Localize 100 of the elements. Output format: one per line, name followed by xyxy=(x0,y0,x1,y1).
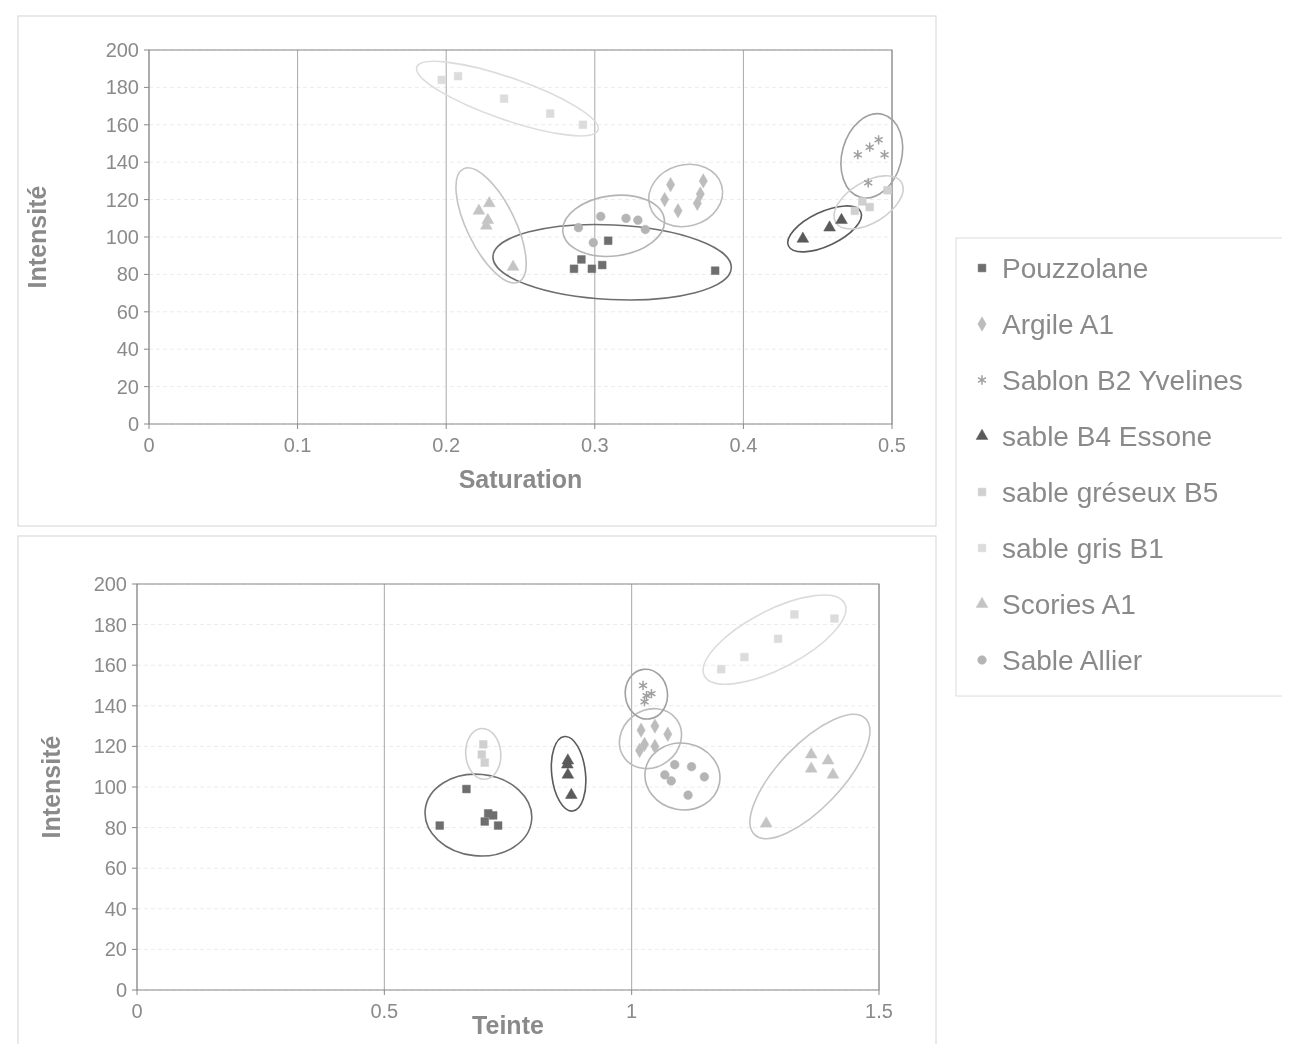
point xyxy=(873,134,884,146)
y-tick-label: 120 xyxy=(105,188,139,211)
y-tick-label: 40 xyxy=(104,897,127,920)
y-tick-label: 0 xyxy=(115,979,127,1001)
legend-label: Sable Allier xyxy=(1002,644,1143,676)
point xyxy=(500,94,509,103)
y-tick-label: 80 xyxy=(104,816,127,839)
legend-label: sable gréseux B5 xyxy=(1002,476,1219,508)
point xyxy=(760,816,773,828)
y-tick-label: 160 xyxy=(93,654,127,677)
legend-label: Sablon B2 Yvelines xyxy=(1002,364,1243,396)
point xyxy=(479,740,488,749)
y-tick-label: 100 xyxy=(93,776,127,798)
point xyxy=(493,821,503,830)
point xyxy=(480,758,489,767)
point xyxy=(858,197,867,206)
x-tick-label: 0 xyxy=(143,434,155,456)
point xyxy=(633,215,643,225)
legend-label: sable gris B1 xyxy=(1002,532,1164,564)
legend-label: sable B4 Essone xyxy=(1002,420,1213,452)
y-tick-label: 60 xyxy=(104,857,127,880)
point xyxy=(711,266,720,275)
x-tick-label: 1.5 xyxy=(865,1000,893,1022)
y-tick-label: 20 xyxy=(104,938,127,961)
x-tick-label: 0.5 xyxy=(370,1000,399,1022)
point xyxy=(805,761,818,773)
point xyxy=(699,772,709,782)
point xyxy=(604,236,613,245)
point xyxy=(621,213,631,223)
y-tick-label: 100 xyxy=(105,226,139,248)
y-tick-label: 20 xyxy=(116,375,139,398)
point xyxy=(569,264,579,273)
x-axis-title: Saturation xyxy=(458,465,583,493)
point xyxy=(879,149,890,161)
point xyxy=(823,220,836,232)
point xyxy=(666,776,676,786)
point xyxy=(587,264,596,273)
point xyxy=(826,767,840,779)
point xyxy=(546,109,555,118)
y-tick-label: 80 xyxy=(116,263,139,286)
y-tick-label: 140 xyxy=(93,694,127,717)
x-tick-label: 0.4 xyxy=(729,434,758,456)
point xyxy=(588,238,598,248)
point xyxy=(864,141,875,153)
point xyxy=(561,767,574,779)
point xyxy=(506,259,520,271)
point xyxy=(821,753,835,765)
point xyxy=(835,213,848,224)
point xyxy=(717,665,726,674)
y-tick-label: 180 xyxy=(105,76,139,99)
y-tick-label: 40 xyxy=(116,338,139,361)
y-tick-label: 160 xyxy=(105,113,139,136)
y-tick-label: 180 xyxy=(93,613,127,636)
point xyxy=(453,72,463,81)
legend-label: Argile A1 xyxy=(1002,308,1115,340)
y-tick-label: 0 xyxy=(127,413,139,435)
x-tick-label: 0.5 xyxy=(878,434,906,456)
point xyxy=(596,211,606,222)
y-tick-label: 60 xyxy=(116,300,139,323)
point xyxy=(477,750,486,759)
x-tick-label: 1 xyxy=(626,1000,638,1022)
y-axis-title: Intensité xyxy=(23,185,51,289)
point xyxy=(638,680,648,691)
y-tick-label: 140 xyxy=(105,151,139,174)
point xyxy=(883,186,892,195)
point xyxy=(573,223,584,233)
point xyxy=(660,770,670,780)
y-tick-label: 200 xyxy=(105,39,139,61)
point xyxy=(670,760,680,770)
y-axis-title: Intensité xyxy=(37,735,65,839)
point xyxy=(853,149,863,161)
point xyxy=(796,231,809,243)
point xyxy=(740,652,749,662)
point xyxy=(483,196,496,207)
point xyxy=(850,206,859,215)
point xyxy=(577,255,586,264)
point xyxy=(805,747,818,759)
x-tick-label: 0.2 xyxy=(432,434,461,456)
point xyxy=(462,784,471,794)
point xyxy=(830,614,839,623)
point xyxy=(489,811,498,820)
y-tick-label: 200 xyxy=(93,573,127,595)
point xyxy=(472,203,486,215)
point xyxy=(640,224,650,235)
point xyxy=(686,762,697,772)
point xyxy=(578,120,588,129)
point xyxy=(598,260,607,270)
x-tick-label: 0.1 xyxy=(283,434,312,456)
x-axis-title: Teinte xyxy=(472,1011,544,1039)
point xyxy=(683,790,693,800)
point xyxy=(865,202,874,212)
point xyxy=(773,634,783,643)
point xyxy=(480,817,489,826)
point xyxy=(565,788,578,799)
x-tick-label: 0.3 xyxy=(580,434,609,456)
point xyxy=(435,821,444,830)
y-tick-label: 120 xyxy=(93,735,127,758)
legend-label: Pouzzolane xyxy=(1002,252,1149,284)
point xyxy=(863,177,873,189)
point xyxy=(790,610,799,619)
